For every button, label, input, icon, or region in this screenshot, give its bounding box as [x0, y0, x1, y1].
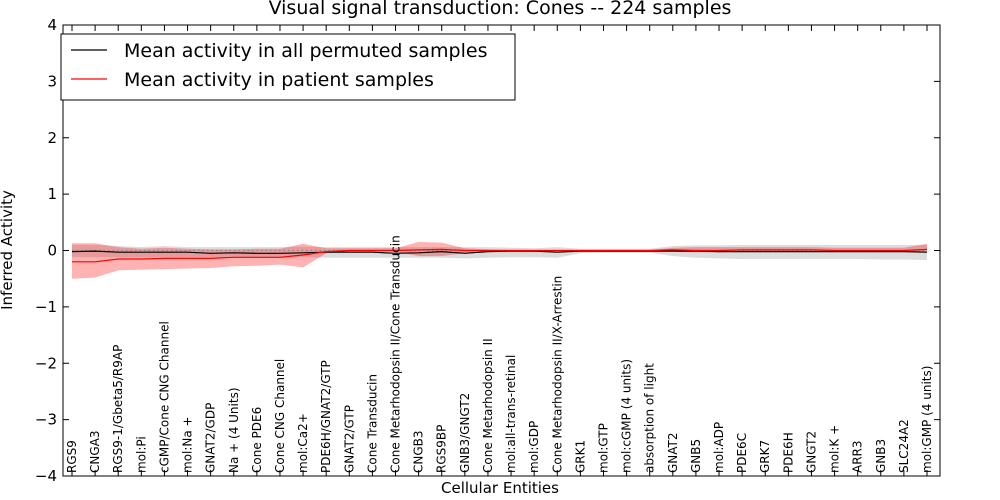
x-tick-label: GNB3/GNGT2	[458, 393, 472, 473]
x-tick-label: mol:GTP	[597, 423, 611, 473]
x-tick-label: absorption of light	[643, 363, 657, 473]
x-tick-label: Cone Transducin	[365, 374, 379, 473]
y-tick-label: −4	[35, 467, 57, 485]
legend-label: Mean activity in all permuted samples	[124, 40, 487, 62]
y-tick-label: 2	[47, 129, 57, 147]
x-tick-label: GRK7	[758, 440, 772, 473]
x-tick-label: Cone Metarhodopsin II	[481, 338, 495, 473]
line-permuted-samples	[71, 250, 928, 254]
x-tick-label: ARR3	[851, 440, 865, 473]
x-tick-label: GRK1	[573, 440, 587, 473]
y-tick-label: 0	[47, 242, 57, 260]
legend: Mean activity in all permuted samples Mea…	[60, 33, 516, 101]
y-tick-label: −1	[35, 298, 57, 316]
x-tick-label: GNB5	[689, 439, 703, 473]
x-tick-label: Na + (4 Units)	[227, 387, 241, 473]
x-tick-label: GNAT2/GTP	[342, 405, 356, 473]
x-tick-label: CNGA3	[88, 431, 102, 474]
y-tick-label: 3	[47, 72, 57, 90]
x-tick-label: Cone Metarhodopsin II/X-Arrestin	[550, 276, 564, 473]
legend-box	[60, 33, 516, 101]
x-tick-label: Cone PDE6	[250, 407, 264, 473]
x-tick-label: mol:GMP (4 units)	[920, 366, 934, 473]
y-tick-label: −2	[35, 354, 57, 372]
x-tick-label: CNGB3	[412, 430, 426, 473]
x-tick-label: mol:all-trans-retinal	[504, 355, 518, 473]
x-tick-label: Cone Metarhodopsin II/Cone Transducin	[389, 235, 403, 473]
y-tick-label: −3	[35, 411, 57, 429]
x-tick-label: SLC24A2	[897, 419, 911, 473]
axes: 4 3 2 1 0 −1 −2 −3 −4 RGS9 CNGA3 RGS9-1/Gbeta5/R9AP…	[35, 16, 940, 485]
x-tick-label: GNAT2/GDP	[204, 403, 218, 473]
x-tick-label: GNAT2	[666, 432, 680, 473]
legend-label: Mean activity in patient samples	[124, 69, 434, 91]
x-tick-label: GNB3	[874, 439, 888, 473]
x-tick-label: PDE6C	[735, 433, 749, 473]
x-axis-label: Cellular Entities	[441, 479, 559, 497]
x-tick-label: RGS9-1/Gbeta5/R9AP	[111, 345, 125, 473]
x-tick-label: RGS9BP	[435, 425, 449, 473]
x-tick-label: mol:Na +	[181, 416, 195, 473]
plot-area	[71, 242, 928, 279]
y-tick-label: 4	[47, 16, 57, 34]
x-tick-label: PDE6H/GNAT2/GTP	[319, 360, 333, 473]
x-tick-label: mol:GDP	[527, 421, 541, 473]
x-tick-label: mol:Pi	[134, 436, 148, 473]
chart-title: Visual signal transduction: Cones -- 224…	[269, 0, 732, 19]
x-tick-label: mol:ADP	[712, 422, 726, 473]
line-patient-samples	[72, 248, 928, 263]
y-axis-label: Inferred Activity	[0, 190, 16, 310]
x-tick-label: mol:K +	[828, 425, 842, 473]
x-tick-label: GNGT2	[805, 431, 819, 473]
x-tick-label: mol:cGMP (4 units)	[620, 359, 634, 473]
x-tick-label: mol:Ca2+	[296, 413, 310, 473]
x-tick-label: PDE6H	[781, 432, 795, 473]
x-tick-label: Cone CNG Channel	[273, 359, 287, 473]
x-tick-label: cGMP/Cone CNG Channel	[157, 321, 171, 473]
x-tick-label: RGS9	[65, 440, 79, 473]
y-tick-label: 1	[47, 185, 57, 203]
